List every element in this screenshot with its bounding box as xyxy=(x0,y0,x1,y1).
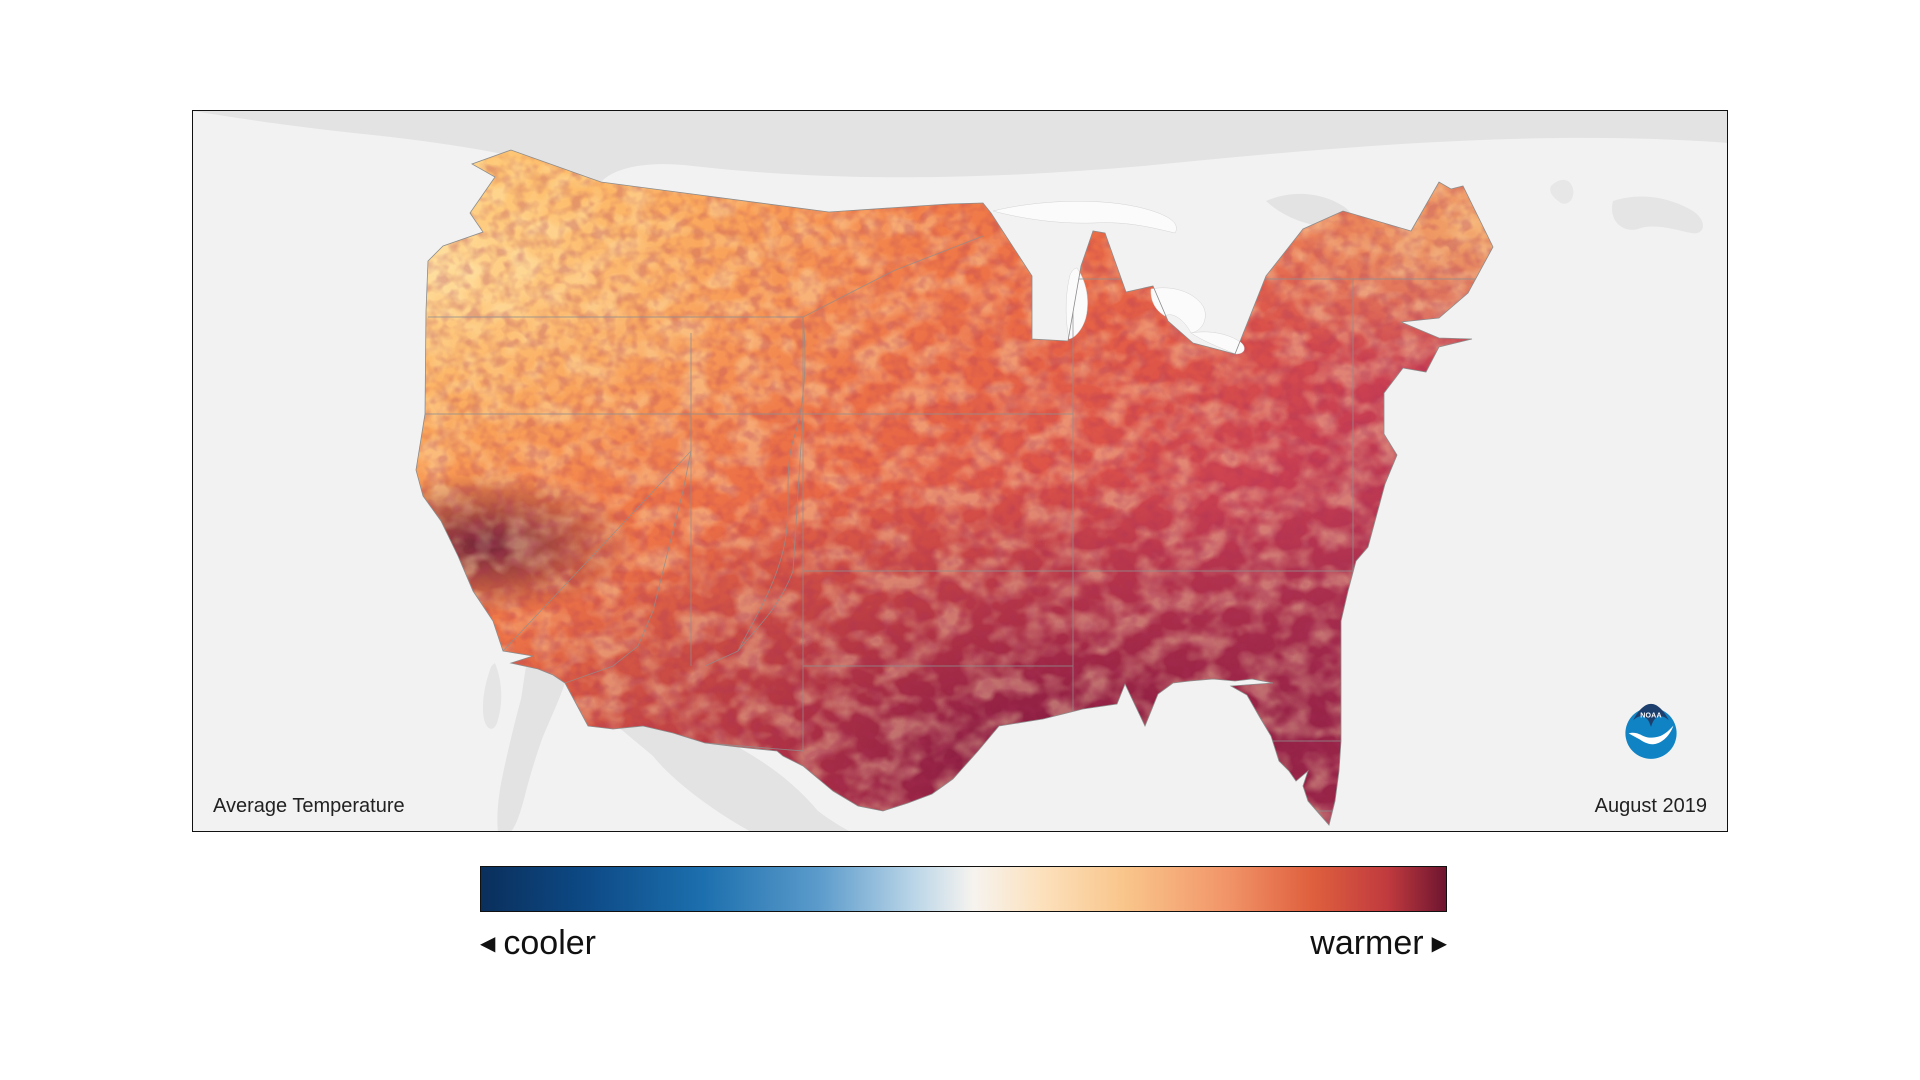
svg-text:NOAA: NOAA xyxy=(1640,712,1661,719)
